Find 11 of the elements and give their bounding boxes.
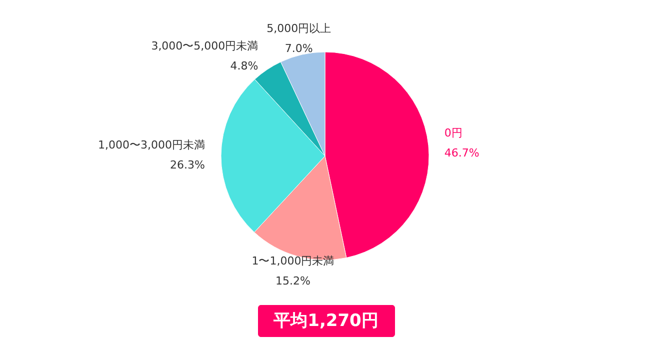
slice-label: 3,000〜5,000円未満 (151, 39, 258, 52)
slice-label: 5,000円以上 (266, 22, 332, 35)
data-label: 46.7% (444, 146, 480, 160)
slice-label: 0円 (444, 126, 462, 140)
data-label: 4.8% (230, 59, 258, 72)
slice-label: 1,000〜3,000円未満 (98, 138, 205, 152)
data-label: 7.0% (284, 42, 313, 55)
slice-label: 1〜1,000円未満 (252, 254, 334, 268)
data-label: 26.3% (170, 158, 205, 172)
text: 平均1,270円 (272, 311, 378, 331)
data-label: 15.2% (275, 274, 310, 288)
